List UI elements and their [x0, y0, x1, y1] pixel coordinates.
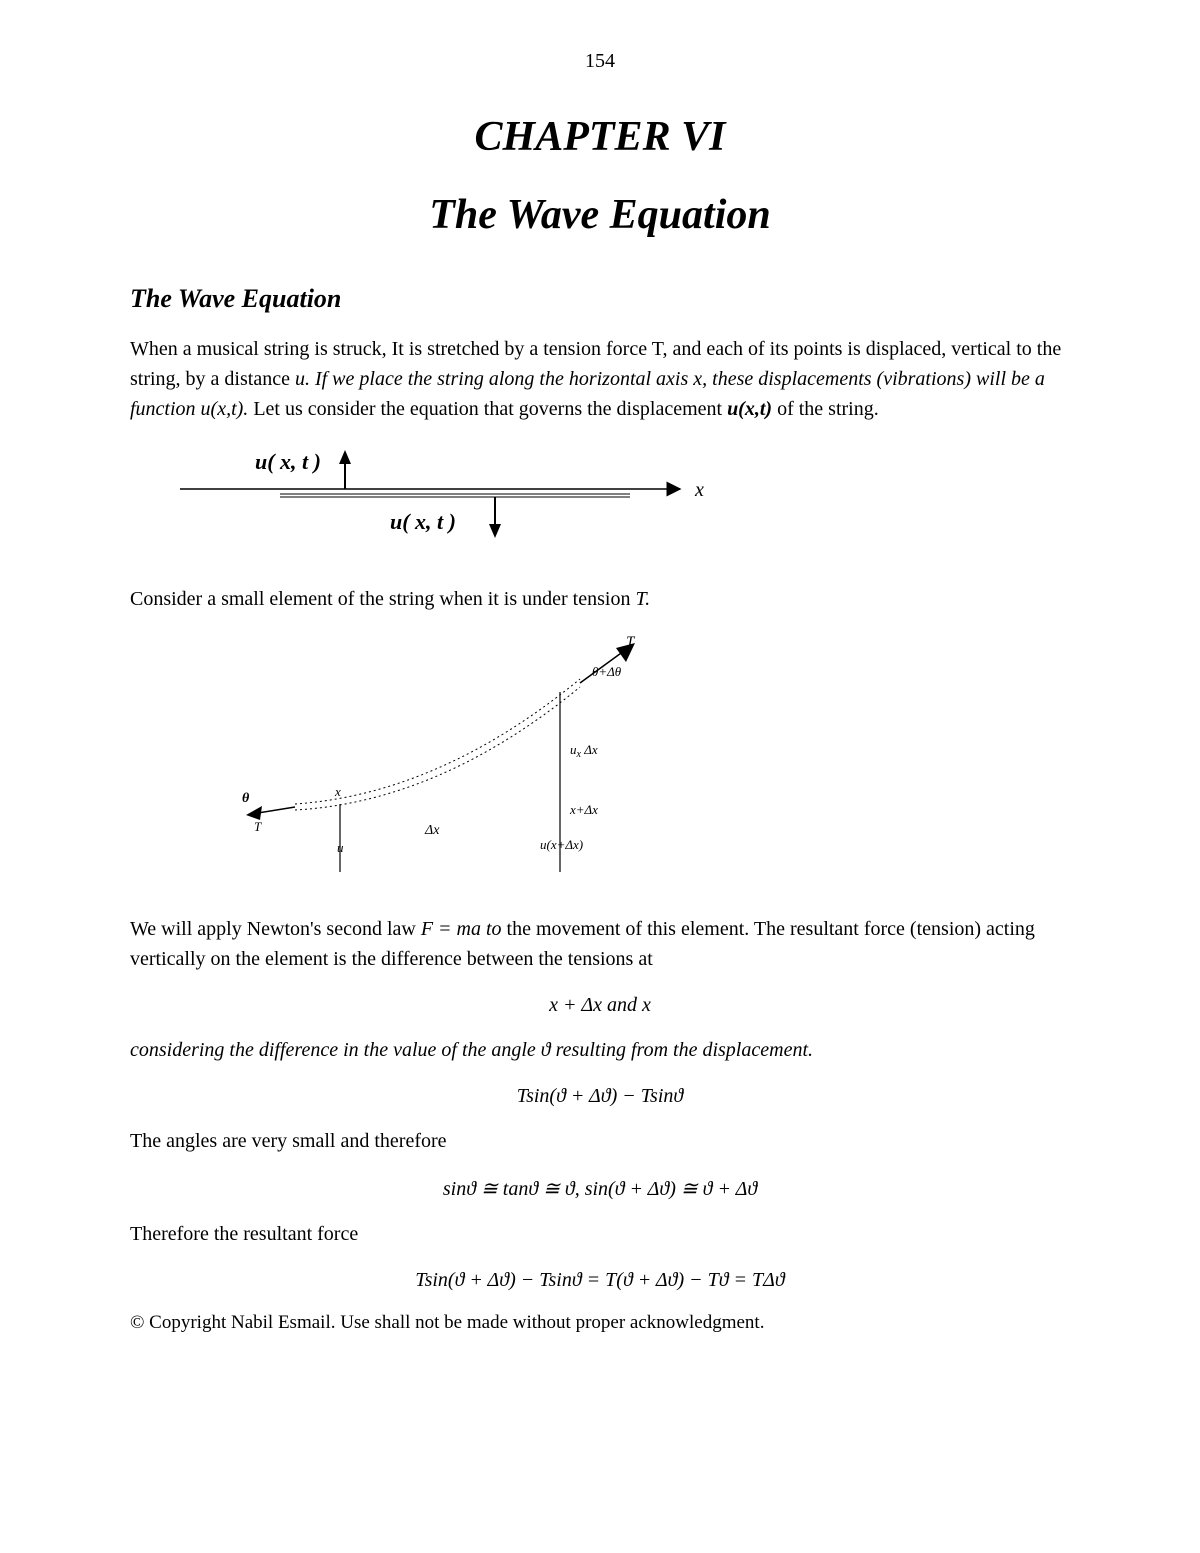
fig2-dx: Δx: [424, 823, 440, 838]
page: 154 CHAPTER VI The Wave Equation The Wav…: [0, 0, 1200, 1553]
paragraph-5: The angles are very small and therefore: [130, 1126, 1070, 1156]
paragraph-2: Consider a small element of the string w…: [130, 584, 1070, 614]
fig2-x: x: [334, 784, 341, 799]
text-italic: T.: [635, 588, 650, 610]
paragraph-6: Therefore the resultant force: [130, 1219, 1070, 1249]
fig2-T: T: [626, 634, 636, 650]
equation-3: sinϑ ≅ tanϑ ≅ ϑ, sin(ϑ + Δϑ) ≅ ϑ + Δϑ: [130, 1176, 1070, 1201]
copyright-footer: © Copyright Nabil Esmail. Use shall not …: [130, 1312, 1070, 1334]
fig1-label-u-up: u( x, t ): [255, 449, 321, 474]
fig2-theta2: θ+Δθ: [592, 664, 622, 679]
paragraph-3: We will apply Newton's second law F = ma…: [130, 914, 1070, 974]
fig1-label-u-down: u( x, t ): [390, 509, 456, 534]
text: We will apply Newton's second law: [130, 918, 421, 940]
chapter-title: CHAPTER VI: [130, 113, 1070, 161]
fig1-label-x: x: [694, 479, 704, 501]
text: Consider a small element of the string w…: [130, 588, 635, 610]
figure-string-axis: u( x, t ) u( x, t ) x: [160, 444, 1070, 559]
text: Let us consider the equation that govern…: [248, 398, 727, 420]
paragraph-4: considering the difference in the value …: [130, 1035, 1070, 1065]
fig2-u-xdx: u(x+Δx): [540, 837, 583, 852]
figure2-svg: T θ+Δθ θ T x Δx ux Δx x+Δx u(x+Δx) u: [240, 634, 720, 884]
fig2-Tleft: T: [254, 819, 262, 834]
section-title: The Wave Equation: [130, 284, 1070, 314]
paragraph-1: When a musical string is struck, It is s…: [130, 334, 1070, 424]
figure-string-element: T θ+Δθ θ T x Δx ux Δx x+Δx u(x+Δx) u: [240, 634, 1070, 889]
equation-2: Tsin(ϑ + Δϑ) − Tsinϑ: [130, 1085, 1070, 1108]
fig2-u: u: [337, 840, 344, 855]
page-number: 154: [130, 50, 1070, 73]
fig2-xplusdx: x+Δx: [569, 802, 598, 817]
text-italic: F = ma to: [421, 918, 507, 940]
fig2-theta1: θ: [242, 791, 250, 806]
text-bold-italic: u(x,t): [727, 398, 772, 420]
equation-4: Tsin(ϑ + Δϑ) − Tsinϑ = T(ϑ + Δϑ) − Tϑ = …: [130, 1269, 1070, 1292]
figure1-svg: u( x, t ) u( x, t ) x: [160, 444, 720, 554]
equation-1: x + Δx and x: [130, 994, 1070, 1017]
text: of the string.: [772, 398, 879, 420]
fig2-uxdx: ux Δx: [570, 742, 598, 760]
chapter-subtitle: The Wave Equation: [130, 191, 1070, 239]
